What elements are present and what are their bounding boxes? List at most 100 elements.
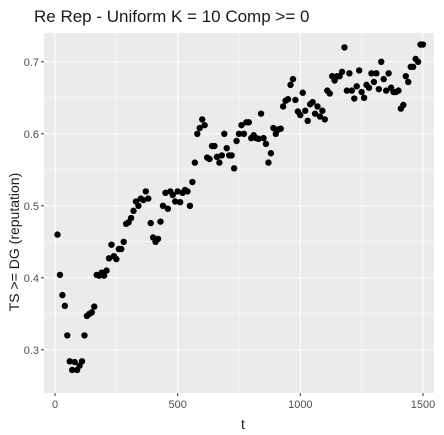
data-point [201,121,208,129]
data-point [373,70,380,77]
data-point [297,111,304,119]
data-point [213,153,221,161]
data-point [287,81,294,89]
data-point [56,271,64,279]
data-point [265,159,272,166]
data-point [351,95,358,102]
data-point [61,302,69,310]
x-tick-label: 0 [52,399,58,411]
data-point [289,75,297,83]
data-point [206,155,213,163]
data-point [385,70,392,77]
data-point [382,87,390,94]
x-tick-label: 500 [168,399,186,411]
data-point [314,103,321,110]
data-point [353,83,360,90]
data-point [346,70,353,77]
data-point [257,110,265,117]
data-point [402,73,409,80]
data-point [196,124,203,132]
data-point [370,78,378,86]
data-point [262,140,270,148]
data-point [230,165,238,172]
data-point [127,214,135,222]
data-point [380,75,387,83]
data-point [191,159,199,166]
data-point [395,87,402,94]
y-tick-label: 0.7 [24,57,39,69]
data-point [238,121,245,129]
data-point [88,309,96,316]
data-point [341,44,348,51]
data-point [348,87,356,94]
data-point [216,159,223,166]
x-tick-label: 1500 [411,399,435,411]
data-point [135,202,142,209]
y-tick-label: 0.5 [24,201,39,213]
data-point [71,358,78,366]
data-point [375,85,383,93]
data-point [409,63,417,71]
data-point [59,291,66,299]
data-point [368,70,375,77]
y-tick-label: 0.6 [24,129,39,141]
data-point [103,267,110,274]
data-point [113,255,120,263]
data-point [255,135,262,143]
data-point [378,58,385,65]
data-point [319,107,326,114]
data-point [233,137,240,145]
data-point [130,207,137,215]
data-point [419,41,427,48]
data-point [211,142,218,150]
data-point [140,196,147,204]
data-point [162,189,169,197]
data-point [270,124,277,132]
data-point [358,88,365,96]
data-point [66,358,73,365]
data-point [321,116,329,123]
y-tick-label: 0.3 [24,345,39,357]
data-point [118,245,125,253]
data-point [194,130,201,137]
data-point [355,67,363,74]
data-point [338,68,346,76]
data-point [157,218,164,225]
data-point [91,303,98,310]
data-point [108,241,115,248]
data-point [54,231,61,238]
data-point [277,125,284,132]
data-point [172,198,179,205]
data-point [304,117,311,125]
data-point [292,96,299,104]
data-point [105,255,113,262]
data-point [343,87,351,94]
y-axis-title: TS >= DG (reputation) [6,173,22,312]
data-point [311,110,319,117]
data-point [299,89,306,96]
data-point [405,78,412,86]
axis-ticks: 0 500 1000 1500 0.3 0.4 0.5 0.6 0.7 [24,57,436,411]
data-point [360,94,368,102]
data-point [120,238,127,245]
y-tick-label: 0.4 [24,273,39,285]
data-point [309,98,316,106]
data-point [184,188,191,195]
data-point [64,332,71,339]
data-point [100,272,108,279]
data-point [267,150,275,157]
data-point [400,101,407,109]
data-point [145,195,152,202]
data-point [284,96,292,103]
data-point [189,178,196,186]
data-point [154,235,162,243]
data-point [169,191,176,199]
data-point [78,358,86,365]
data-point [223,145,230,152]
data-point [279,103,287,110]
data-point [316,113,324,120]
data-point [174,188,181,195]
data-point [260,134,267,142]
data-point [240,130,248,137]
